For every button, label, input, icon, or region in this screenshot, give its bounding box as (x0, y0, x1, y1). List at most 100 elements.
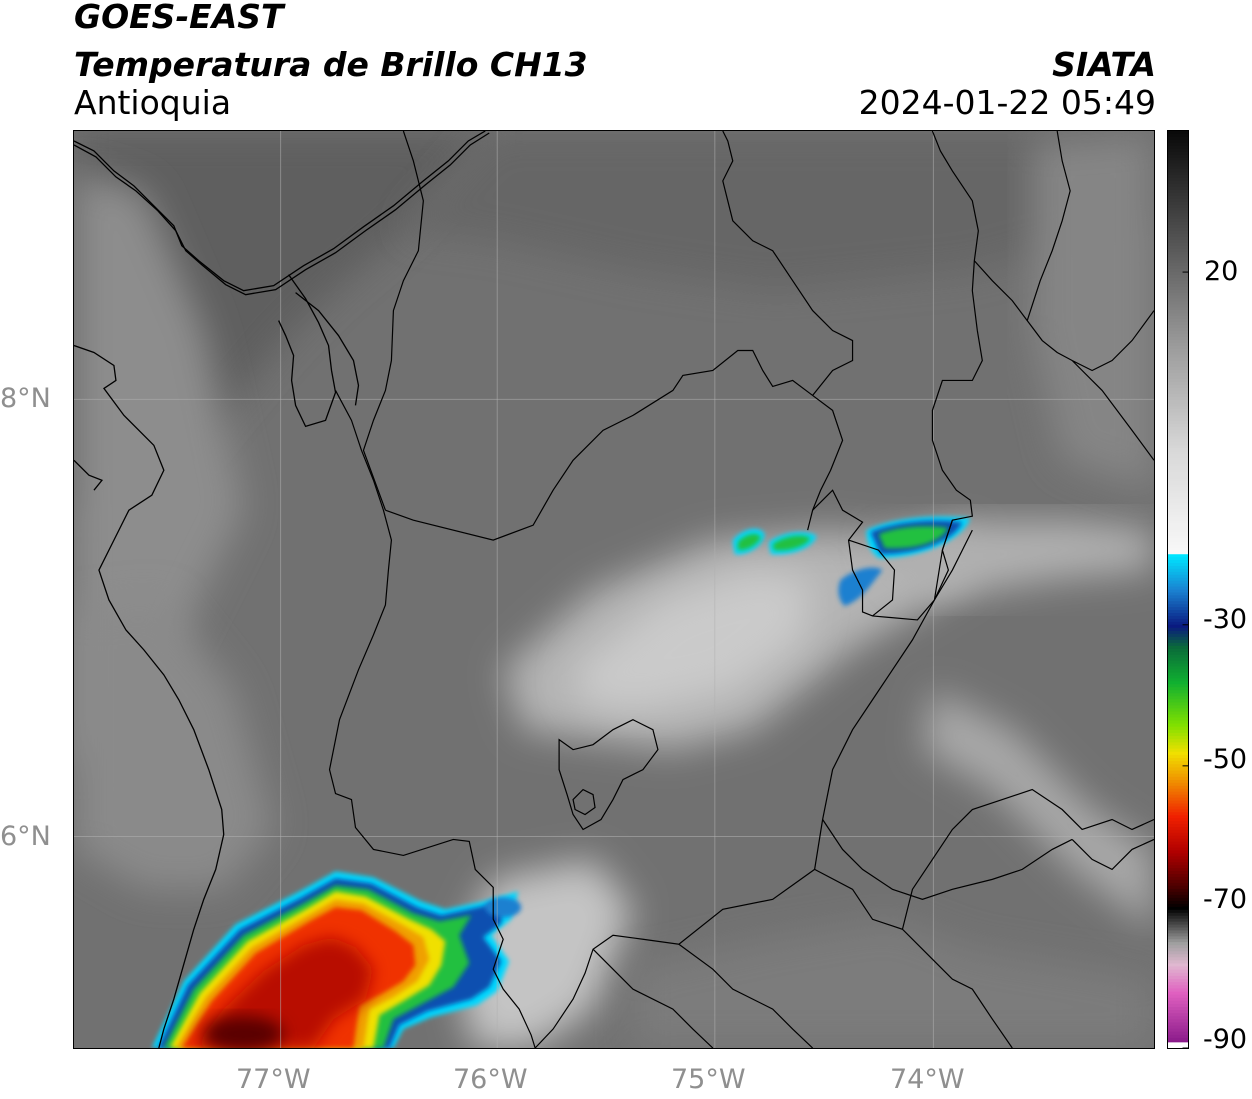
colorbar-segment (1168, 714, 1188, 719)
colorbar-tick-20: 20 (1204, 256, 1239, 287)
colorbar-segment (1168, 856, 1188, 860)
colorbar-segment (1168, 400, 1188, 404)
colorbar-segment (1168, 847, 1188, 852)
colorbar-segment (1168, 366, 1188, 371)
eastern-border (973, 131, 1154, 461)
colorbar-segment (1168, 131, 1188, 135)
colorbar-segment (1168, 342, 1188, 347)
colorbar-segment (1168, 894, 1188, 899)
colorbar-segment (1168, 645, 1188, 650)
colorbar-segment (1168, 933, 1188, 937)
colorbar-segment (1168, 951, 1188, 955)
colorbar-segment (1168, 239, 1188, 244)
colorbar-segment (1168, 723, 1188, 728)
colorbar-segment (1168, 924, 1188, 929)
northern-lowlands (403, 131, 1154, 291)
colorbar-segment (1168, 327, 1188, 332)
colorbar-segment (1168, 493, 1188, 498)
colorbar-segment (1168, 339, 1188, 344)
colorbar-segment (1168, 818, 1188, 822)
colorbar-segment (1168, 791, 1188, 796)
colorbar-segment (1168, 669, 1188, 673)
colorbar-segment (1168, 639, 1188, 644)
colorbar-segment (1168, 463, 1188, 468)
colorbar-segment (1168, 275, 1188, 279)
colorbar-segment (1168, 475, 1188, 480)
colorbar-segment (1168, 903, 1188, 908)
colorbar-segment (1168, 636, 1188, 641)
caribbean-coast-inner (74, 132, 490, 296)
colorbar-segment (1168, 708, 1188, 713)
colorbar-segment (1168, 204, 1188, 209)
colorbar-segment (1168, 547, 1188, 552)
colorbar-segment (1168, 909, 1188, 914)
uraba-east-shore (295, 292, 360, 406)
colorbar-segment (1168, 975, 1188, 980)
colorbar-segment (1168, 826, 1188, 831)
colorbar-segment (1168, 726, 1188, 731)
colorbar-segment (1168, 651, 1188, 656)
colorbar-segment (1168, 888, 1188, 893)
northwest-coast-islands (74, 459, 104, 491)
colorbar-segment (1168, 192, 1188, 197)
colorbar-segment (1168, 216, 1188, 220)
colorbar-segment (1168, 369, 1188, 374)
colorbar-segment (1168, 544, 1188, 549)
colorbar-segment (1168, 186, 1188, 191)
colorbar-segment (1168, 166, 1188, 170)
colorbar-segment (1168, 745, 1188, 750)
colorbar-segment (1168, 1034, 1188, 1039)
colorbar-segment (1168, 882, 1188, 887)
lat-tick-6n: 6°N (0, 821, 51, 852)
colorbar-segment (1168, 1031, 1188, 1036)
colorbar-segment (1168, 699, 1188, 703)
colorbar-segment (1168, 1006, 1188, 1011)
colorbar-segment (1168, 360, 1188, 365)
colorbar-segment (1168, 844, 1188, 849)
colorbar-segment (1168, 523, 1188, 528)
colorbar-segment (1168, 472, 1188, 477)
colorbar-segment (1168, 295, 1188, 300)
colorbar-segment (1168, 557, 1188, 561)
colorbar-segment (1168, 702, 1188, 706)
colorbar-segment (1168, 1010, 1188, 1014)
colorbar-segment (1168, 502, 1188, 507)
storm-cloud-darkest-core (203, 1016, 284, 1048)
colorbar-segment (1168, 782, 1188, 787)
satellite-map (73, 130, 1155, 1049)
colorbar-segment (1168, 879, 1188, 884)
southwest-highlands (632, 919, 1154, 1048)
colorbar-segment (1168, 770, 1188, 775)
colorbar-segment (1168, 313, 1188, 317)
colorbar-segment (1168, 835, 1188, 840)
colorbar-segment (1168, 148, 1188, 153)
colorbar-segment (1168, 520, 1188, 525)
colorbar-segment (1168, 1000, 1188, 1005)
colorbar-segment (1168, 642, 1188, 647)
colorbar-segment (1168, 754, 1188, 759)
colorbar-segment (1168, 824, 1188, 828)
colorbar-segment (1168, 681, 1188, 685)
colorbar-segment (1168, 598, 1188, 602)
colorbar-out-of-range-cell (1168, 1042, 1188, 1048)
colorbar-segment (1168, 169, 1188, 173)
colorbar-segment (1168, 736, 1188, 740)
colorbar-segment (1168, 997, 1188, 1002)
colorbar-segment (1168, 421, 1188, 425)
colorbar-segment (1168, 565, 1188, 570)
colorbar-segment (1168, 918, 1188, 923)
colorbar-segment (1168, 227, 1188, 232)
colorbar-segment (1168, 739, 1188, 743)
colorbar-tick-minus50: -50 (1203, 744, 1248, 775)
colorbar-segment (1168, 198, 1188, 203)
colorbar-segment (1168, 991, 1188, 996)
colorbar-segment (1168, 378, 1188, 383)
colorbar-segment (1168, 748, 1188, 753)
colorbar-segment (1168, 815, 1188, 819)
colorbar-segment (1168, 457, 1188, 462)
colorbar-segment (1168, 439, 1188, 443)
colorbar-segment (1168, 406, 1188, 410)
colorbar-segment (1168, 613, 1188, 617)
colorbar-segment (1168, 201, 1188, 206)
colorbar-segment (1168, 853, 1188, 857)
